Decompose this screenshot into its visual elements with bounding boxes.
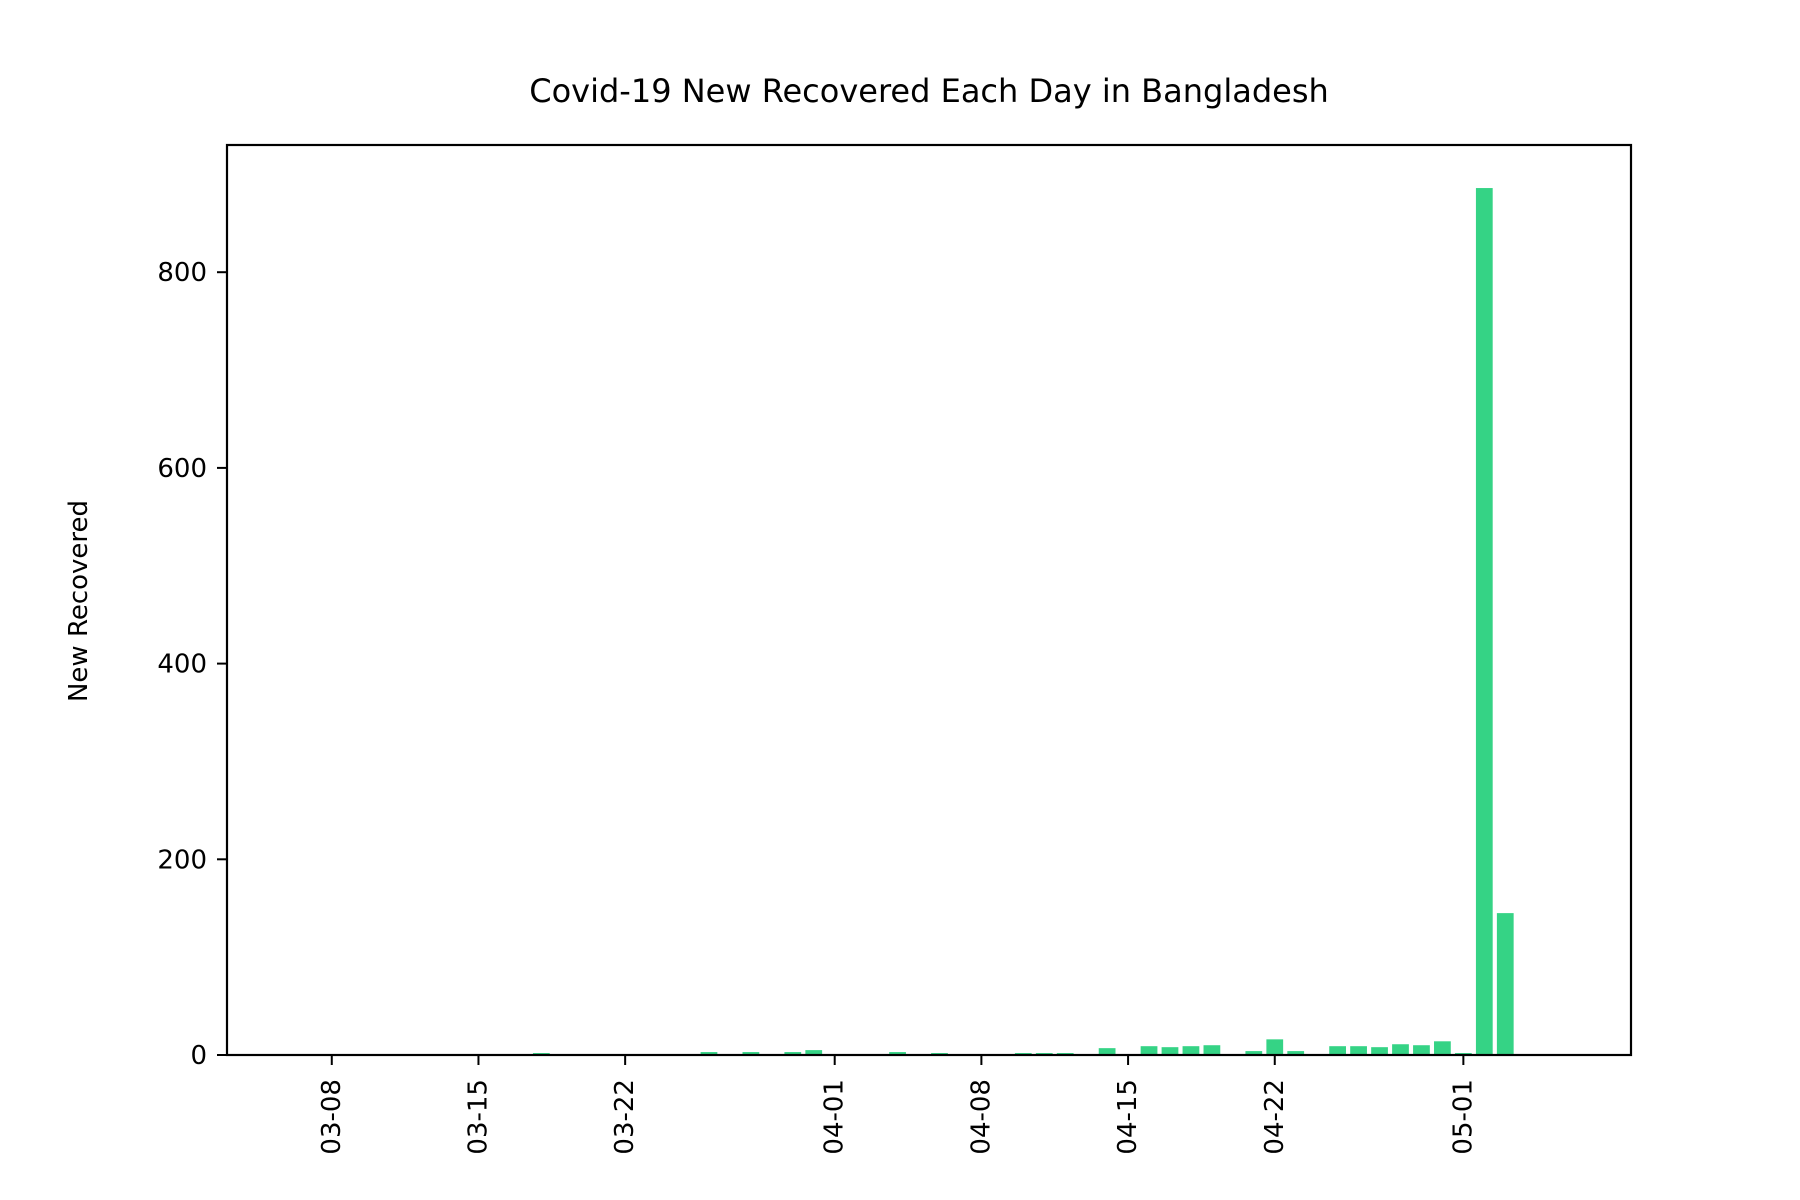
x-tick-label: 04-08 [966,1079,996,1155]
bar [1413,1045,1430,1055]
y-tick-label: 800 [157,258,207,288]
y-tick-label: 0 [190,1041,207,1071]
x-tick-label: 04-01 [820,1079,850,1155]
y-tick-label: 400 [157,650,207,680]
bar [1203,1045,1221,1055]
x-axis: 03-08 03-15 03-22 04-01 04-08 04-15 04-22 05-01 [317,1055,1478,1155]
bar [1245,1051,1263,1055]
y-axis: 0 200 400 600 800 [157,258,227,1071]
bar [784,1052,802,1055]
y-tick-label: 200 [157,845,207,875]
x-tick-label: 03-15 [463,1079,493,1155]
x-tick-label: 05-01 [1448,1079,1478,1155]
bar [700,1052,718,1055]
x-tick-label: 04-15 [1113,1079,1143,1155]
bar [805,1050,823,1055]
y-tick-label: 600 [157,454,207,484]
bar [1140,1046,1158,1055]
bar [1266,1039,1284,1055]
bar [1098,1048,1116,1055]
x-tick-label: 03-22 [610,1079,640,1155]
bar [1182,1046,1200,1055]
bar [1350,1046,1367,1055]
plot-frame [225,143,1633,1057]
bar [1371,1047,1388,1055]
bar [742,1052,760,1055]
bar [889,1052,906,1055]
bar [1496,913,1514,1055]
bars [532,188,1514,1056]
x-tick-label: 03-08 [317,1079,347,1155]
bar [1161,1047,1179,1055]
bar [1475,188,1493,1056]
chart-title: Covid-19 New Recovered Each Day in Bangl… [529,72,1329,110]
x-tick-label: 04-22 [1260,1079,1290,1155]
bar [1329,1046,1346,1055]
bar [1287,1051,1305,1055]
bar [1392,1044,1409,1055]
y-axis-label: New Recovered [64,500,94,702]
bar [1434,1041,1451,1055]
